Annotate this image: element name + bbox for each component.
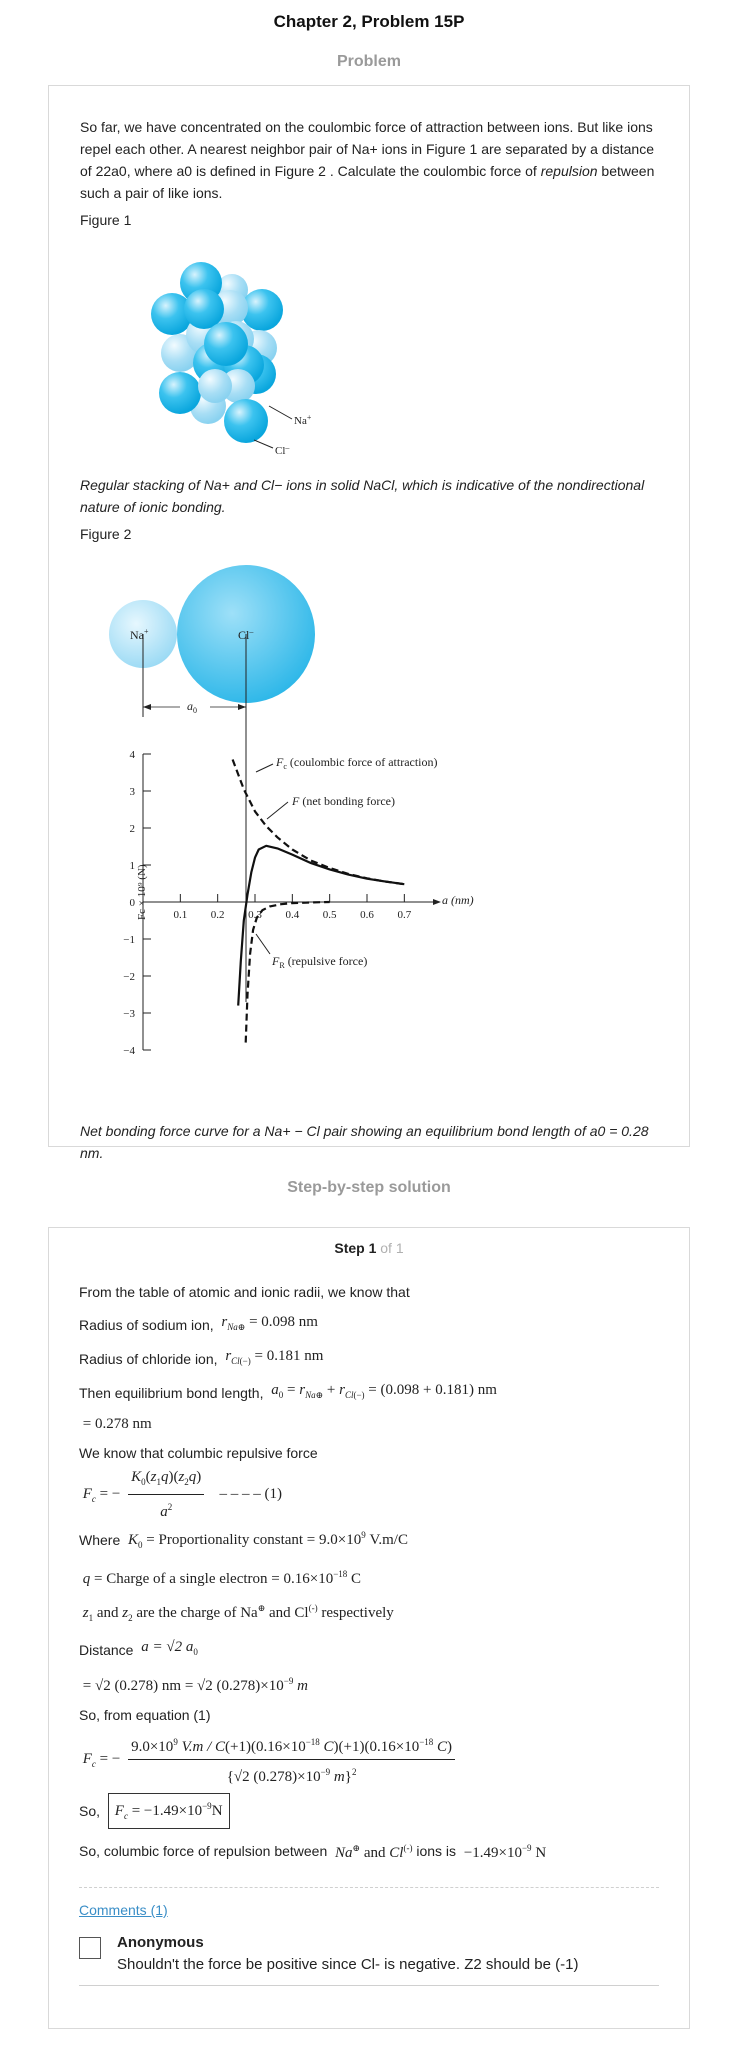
fig1-cl-label: Cl–	[275, 443, 290, 457]
sodium-radius-line: Radius of sodium ion, rNa⊕ = 0.098 nm	[79, 1314, 318, 1333]
problem-text-italic: repulsion	[540, 163, 598, 179]
y-tick-label: −1	[123, 934, 135, 946]
x-tick-label: 0.7	[397, 909, 411, 921]
comment-item: Anonymous Shouldn't the force be positiv…	[79, 1934, 659, 1973]
distance-value: = √2 (0.278) nm = √2 (0.278)×10−9 m	[82, 1676, 308, 1694]
figure2-caption: Net bonding force curve for a Na+ − Cl p…	[80, 1123, 649, 1161]
fr-annotation: FR (repulsive force)	[271, 954, 367, 970]
force-curve-figure: Na+ Cl– a0 4 3 2 1 0 −1 −2 −3 −4 0.1 0.2 0.3 0.4 0.5 0…	[109, 565, 474, 1057]
solution-line-1: From the table of atomic and ionic radii…	[79, 1284, 410, 1300]
figure1-label: Figure 1	[80, 212, 132, 228]
lattice-spheres	[151, 262, 283, 443]
fc-annotation: Fc (coulombic force of attraction)	[275, 755, 438, 771]
chart-curves	[231, 759, 405, 1043]
problem-card: So far, we have concentrated on the coul…	[48, 85, 690, 1161]
distance-definition: Distance a = √2 a0	[79, 1639, 198, 1658]
chart-axes: 4 3 2 1 0 −1 −2 −3 −4 0.1 0.2 0.3 0.4 0.5 0.6 0.7	[123, 749, 441, 1057]
y-tick-label: 4	[130, 749, 136, 761]
x-axis-label: a (nm)	[442, 893, 474, 907]
y-tick-label: 2	[130, 823, 136, 835]
figure2-image: Na+ Cl– a0 4 3 2 1 0 −1 −2 −3 −4 0.1 0.2 0.3 0.4 0.5 0…	[80, 542, 658, 1116]
repulsive-force-text: We know that columbic repulsive force	[79, 1445, 318, 1461]
figure2-label: Figure 2	[80, 526, 132, 542]
page-title: Chapter 2, Problem 15P	[273, 12, 465, 31]
avatar[interactable]	[79, 1937, 101, 1959]
bond-length-line: Then equilibrium bond length, a0 = rNa⊕ …	[79, 1382, 497, 1401]
figure1-caption: Regular stacking of Na+ and Cl− ions in …	[80, 477, 645, 515]
y-tick-label: −2	[123, 971, 135, 983]
solution-heading: Step-by-step solution	[287, 1179, 451, 1196]
x-tick-label: 0.5	[323, 909, 337, 921]
from-equation-text: So, from equation (1)	[79, 1707, 211, 1723]
comment-separator	[79, 1985, 659, 1986]
substituted-equation: Fc = − 9.0×109 V.m / C(+1)(0.16×10−18 C)…	[79, 1734, 659, 1785]
net-force-curve	[237, 844, 405, 1006]
problem-text-a: So far, we have concentrated on the coul…	[80, 119, 654, 179]
y-tick-label: −3	[123, 1008, 135, 1020]
z-definition: z1 and z2 are the charge of Na⊕ and Cl(-…	[82, 1603, 394, 1623]
y-tick-label: 0	[130, 897, 136, 909]
k0-definition: Where K0 = Proportionality constant = 9.…	[79, 1530, 408, 1550]
comments-divider	[79, 1887, 659, 1888]
nacl-lattice-figure: Na+ Cl–	[151, 262, 312, 457]
x-axis-arrow	[433, 899, 441, 905]
fig2-cl-label: Cl–	[238, 627, 254, 642]
problem-statement: So far, we have concentrated on the coul…	[80, 116, 658, 204]
x-tick-label: 0.4	[285, 909, 299, 921]
x-tick-label: 0.3	[248, 909, 262, 921]
step-title: Step 1 of 1	[334, 1240, 404, 1256]
problem-heading: Problem	[336, 53, 401, 70]
final-statement: So, columbic force of repulsion between …	[79, 1842, 547, 1862]
comments-link[interactable]: Comments (1)	[79, 1902, 168, 1918]
x-tick-label: 0.1	[173, 909, 187, 921]
fig1-na-label: Na+	[294, 413, 312, 427]
comment-text: Shouldn't the force be positive since Cl…	[117, 1956, 579, 1973]
y-tick-label: 1	[130, 860, 136, 872]
chloride-radius-line: Radius of chloride ion, rCl(−) = 0.181 n…	[79, 1348, 324, 1367]
equation-1: Fc = − K0(z1q)(z2q) a2 – – – – (1)	[82, 1468, 283, 1520]
y-tick-label: −4	[123, 1045, 135, 1057]
y-axis-label: Fc × 10⁹ (N)	[136, 864, 148, 920]
q-definition: q = Charge of a single electron = 0.16×1…	[82, 1569, 362, 1587]
result-line: So, Fc = −1.49×10−9N	[79, 1793, 659, 1829]
f-annotation: F (net bonding force)	[291, 794, 395, 808]
a0-label: a0	[187, 699, 197, 715]
problem-text-b: between such a pair of like ions.	[80, 163, 655, 201]
fig2-na-label: Na+	[130, 627, 149, 642]
fr-curve	[244, 900, 330, 1043]
comment-author: Anonymous	[117, 1934, 204, 1951]
y-tick-label: 3	[130, 786, 136, 798]
solution-card: Step 1 of 1 From the table of atomic and…	[48, 1227, 690, 2029]
x-tick-label: 0.6	[360, 909, 374, 921]
bond-result-line: = 0.278 nm	[82, 1416, 152, 1432]
x-tick-label: 0.2	[211, 909, 225, 921]
figure1-image: Na+ Cl–	[80, 228, 658, 466]
